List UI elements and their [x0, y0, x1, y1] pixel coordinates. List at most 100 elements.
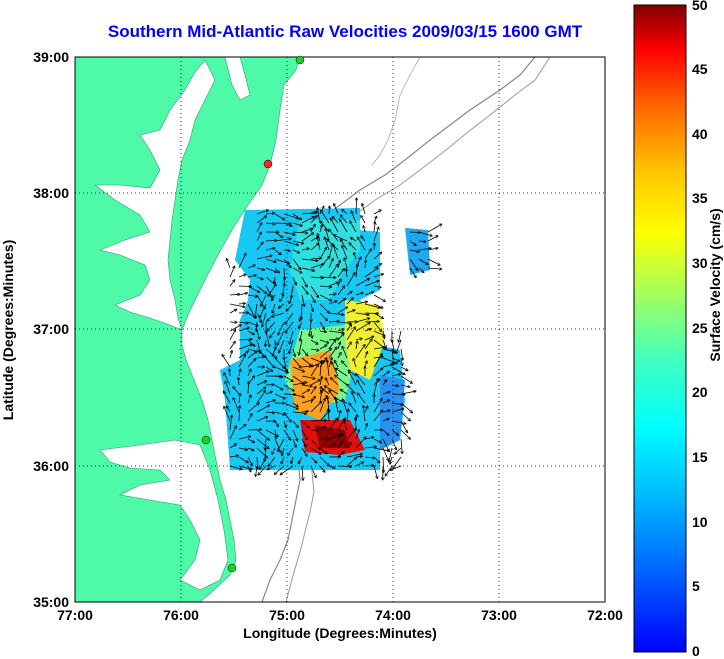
velocity-vector [346, 310, 355, 314]
velocity-vector [346, 298, 353, 305]
velocity-vector [310, 212, 317, 215]
velocity-vector [418, 248, 431, 251]
velocity-vector [350, 221, 357, 233]
velocity-vector [274, 420, 278, 426]
velocity-vector [319, 312, 327, 320]
velocity-vector [311, 330, 312, 338]
velocity-vector [247, 265, 255, 269]
velocity-vector [256, 267, 264, 270]
velocity-vector [299, 339, 303, 355]
velocity-vector [355, 430, 359, 440]
velocity-vector [374, 223, 375, 233]
velocity-vector [310, 294, 315, 302]
velocity-vector [292, 240, 303, 243]
velocity-vector [292, 366, 304, 372]
velocity-vector [289, 339, 294, 353]
velocity-vector [261, 294, 267, 306]
velocity-vector [274, 231, 283, 237]
velocity-vector [270, 330, 276, 338]
velocity-vector [310, 303, 313, 311]
velocity-vector [229, 342, 235, 350]
velocity-vector [319, 427, 325, 431]
velocity-vector [238, 322, 248, 323]
velocity-vector [292, 249, 299, 253]
velocity-vector [373, 286, 381, 287]
velocity-vector [229, 325, 241, 332]
velocity-vector [292, 222, 302, 226]
velocity-vector [427, 258, 440, 265]
velocity-vector [342, 246, 348, 260]
velocity-vector [346, 429, 356, 440]
velocity-vector [238, 303, 245, 304]
velocity-vector [328, 321, 339, 322]
velocity-vector [300, 312, 303, 321]
velocity-vector [301, 429, 307, 439]
velocity-vector [363, 406, 366, 422]
velocity-vector [346, 454, 362, 458]
velocity-vector [328, 312, 344, 315]
velocity-vector [247, 456, 252, 465]
velocity-vector [301, 375, 315, 379]
velocity-vector [357, 380, 366, 395]
velocity-vector [319, 225, 322, 233]
velocity-vector [418, 241, 426, 242]
velocity-vector [310, 349, 319, 350]
velocity-vector [400, 429, 410, 439]
velocity-vector [256, 417, 267, 422]
velocity-vector [319, 345, 327, 350]
velocity-vector [265, 438, 266, 450]
velocity-vector [349, 403, 357, 413]
velocity-vector [342, 210, 348, 215]
velocity-vector [265, 357, 274, 368]
velocity-vector [364, 321, 379, 322]
velocity-vector [309, 321, 312, 336]
velocity-vector [310, 264, 324, 269]
velocity-vector [364, 329, 371, 332]
velocity-vector [382, 348, 395, 352]
velocity-vector [319, 303, 329, 313]
velocity-vector [265, 267, 277, 272]
velocity-vector [233, 387, 240, 395]
velocity-vector [283, 411, 291, 422]
velocity-vector [272, 303, 276, 313]
velocity-vector [292, 348, 295, 356]
velocity-vector [418, 267, 424, 272]
colorbar-tick-label: 40 [692, 126, 708, 142]
velocity-vector [229, 456, 238, 457]
velocity-vector [275, 465, 285, 474]
velocity-vector [329, 206, 330, 215]
velocity-vector [278, 438, 285, 451]
velocity-vector [333, 217, 339, 224]
velocity-vector [289, 294, 294, 303]
velocity-vector [400, 348, 403, 360]
velocity-vector [334, 204, 339, 215]
velocity-vector [283, 420, 286, 427]
velocity-vector [352, 392, 357, 404]
velocity-vector [353, 359, 357, 368]
velocity-vector [247, 369, 251, 377]
velocity-vector [265, 223, 275, 224]
velocity-vector [247, 438, 254, 442]
velocity-vector [373, 347, 385, 350]
velocity-vector [351, 211, 357, 224]
velocity-vector [310, 380, 320, 386]
velocity-vector [274, 249, 281, 254]
velocity-vector [346, 443, 351, 449]
x-tick-label: 74:00 [375, 607, 411, 623]
velocity-vector [391, 429, 398, 435]
velocity-vector [400, 420, 407, 432]
velocity-vector [301, 258, 318, 261]
velocity-vector [292, 438, 296, 447]
velocity-vector [328, 418, 337, 431]
velocity-vector [222, 355, 231, 368]
velocity-vector [396, 339, 402, 353]
velocity-vector [299, 321, 303, 328]
velocity-vector [288, 447, 294, 455]
velocity-vector [247, 395, 251, 404]
velocity-vector [355, 279, 369, 287]
velocity-vector [344, 258, 348, 269]
velocity-vector [274, 239, 291, 242]
velocity-vector [283, 375, 293, 381]
velocity-vector [373, 354, 382, 368]
velocity-vector [337, 342, 340, 350]
